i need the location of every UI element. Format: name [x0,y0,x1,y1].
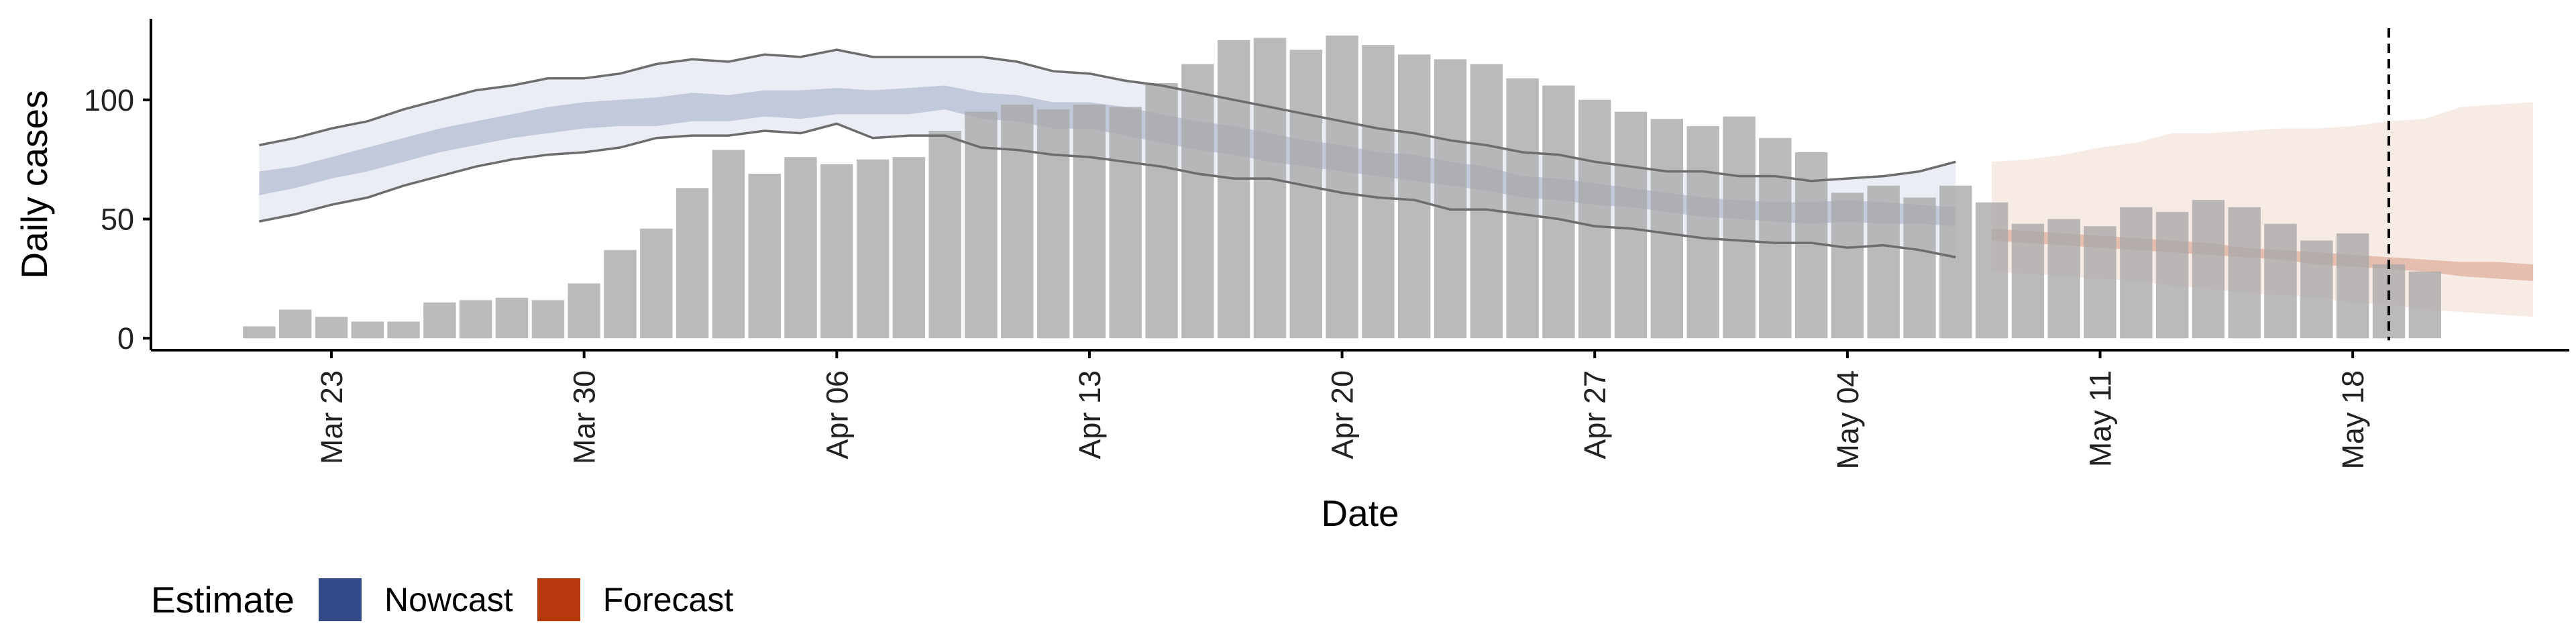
bar [279,309,312,339]
band-edge-lines-layer [259,28,2390,341]
bar [531,300,565,339]
axes-layer [143,19,2569,358]
bar [1686,125,1719,339]
bar [1470,64,1503,339]
bar [820,164,853,339]
bar [1578,99,1611,339]
x-tick-label: Mar 23 [315,370,349,464]
x-tick-label: Apr 27 [1578,370,1612,460]
bar [1506,78,1539,339]
bar [1362,45,1395,339]
bar [351,321,384,339]
bar [1434,59,1467,339]
bar [2155,211,2189,339]
legend-label-forecast: Forecast [602,581,734,619]
bar [1073,104,1106,339]
legend: Estimate Nowcast Forecast [151,578,757,621]
bar [712,150,745,339]
bar [2084,226,2116,339]
bar [387,321,420,339]
bar [2120,207,2153,339]
bar [315,317,348,339]
nowcast-lower-line [259,122,1956,259]
x-tick-label: Mar 30 [568,370,602,464]
bar [1145,83,1178,339]
x-tick-label: May 18 [2336,370,2370,470]
bar [1253,38,1287,339]
x-tick-label: Apr 13 [1073,370,1107,460]
bar [748,174,781,339]
bar [2264,223,2297,339]
bar [423,302,456,339]
bar [1398,54,1431,339]
bar [784,157,817,339]
bars-layer [243,35,2441,339]
bar [1109,107,1142,339]
bar [1001,104,1034,339]
bar [1218,40,1250,339]
legend-label-nowcast: Nowcast [384,581,513,619]
legend-item-nowcast: Nowcast [318,578,513,621]
bar [1036,109,1070,339]
bar [495,297,529,339]
bar [604,250,637,339]
bar [460,300,492,339]
bar [1759,138,1792,339]
legend-title: Estimate [151,579,294,621]
bar [1723,116,1756,339]
bar [1939,185,1972,339]
bar [2337,233,2369,339]
bar [1326,35,1358,339]
tick-labels-layer: 0 50 100 Mar 23 Mar 30 Apr 06 Apr 13 Apr 20 Apr … [84,83,2370,470]
bar [2228,207,2261,339]
bar [2011,223,2045,339]
x-axis-label: Date [1321,492,1399,534]
y-tick-label: 100 [84,83,134,117]
x-tick-label: May 11 [2084,370,2118,467]
bar [1975,202,2008,339]
bar [928,131,961,339]
bar [2408,271,2441,339]
bar [640,228,673,339]
bar [892,157,926,339]
bar [1614,111,1648,339]
bar [2047,219,2080,339]
bar [243,326,276,339]
bar [1867,185,1900,339]
x-tick-label: Apr 20 [1326,370,1360,460]
bar [856,159,890,339]
legend-item-forecast: Forecast [537,578,734,621]
y-tick-label: 50 [101,203,134,237]
bar [965,111,998,339]
legend-key-forecast [537,578,580,621]
legend-key-nowcast [318,578,362,621]
x-tick-label: Apr 06 [820,370,854,460]
bar [2192,200,2225,339]
bar [1542,85,1575,339]
x-tick-label: May 04 [1831,370,1865,470]
y-tick-label: 0 [117,321,134,356]
bar [1650,119,1683,339]
bar [1831,193,1864,339]
bar [676,188,709,339]
bar [568,283,600,339]
bar [2300,240,2333,339]
nowcast-upper-line [259,48,1956,182]
y-axis-label: Daily cases [13,90,55,278]
bar [1903,197,1936,339]
bar [1181,64,1214,339]
bar [1289,50,1322,339]
